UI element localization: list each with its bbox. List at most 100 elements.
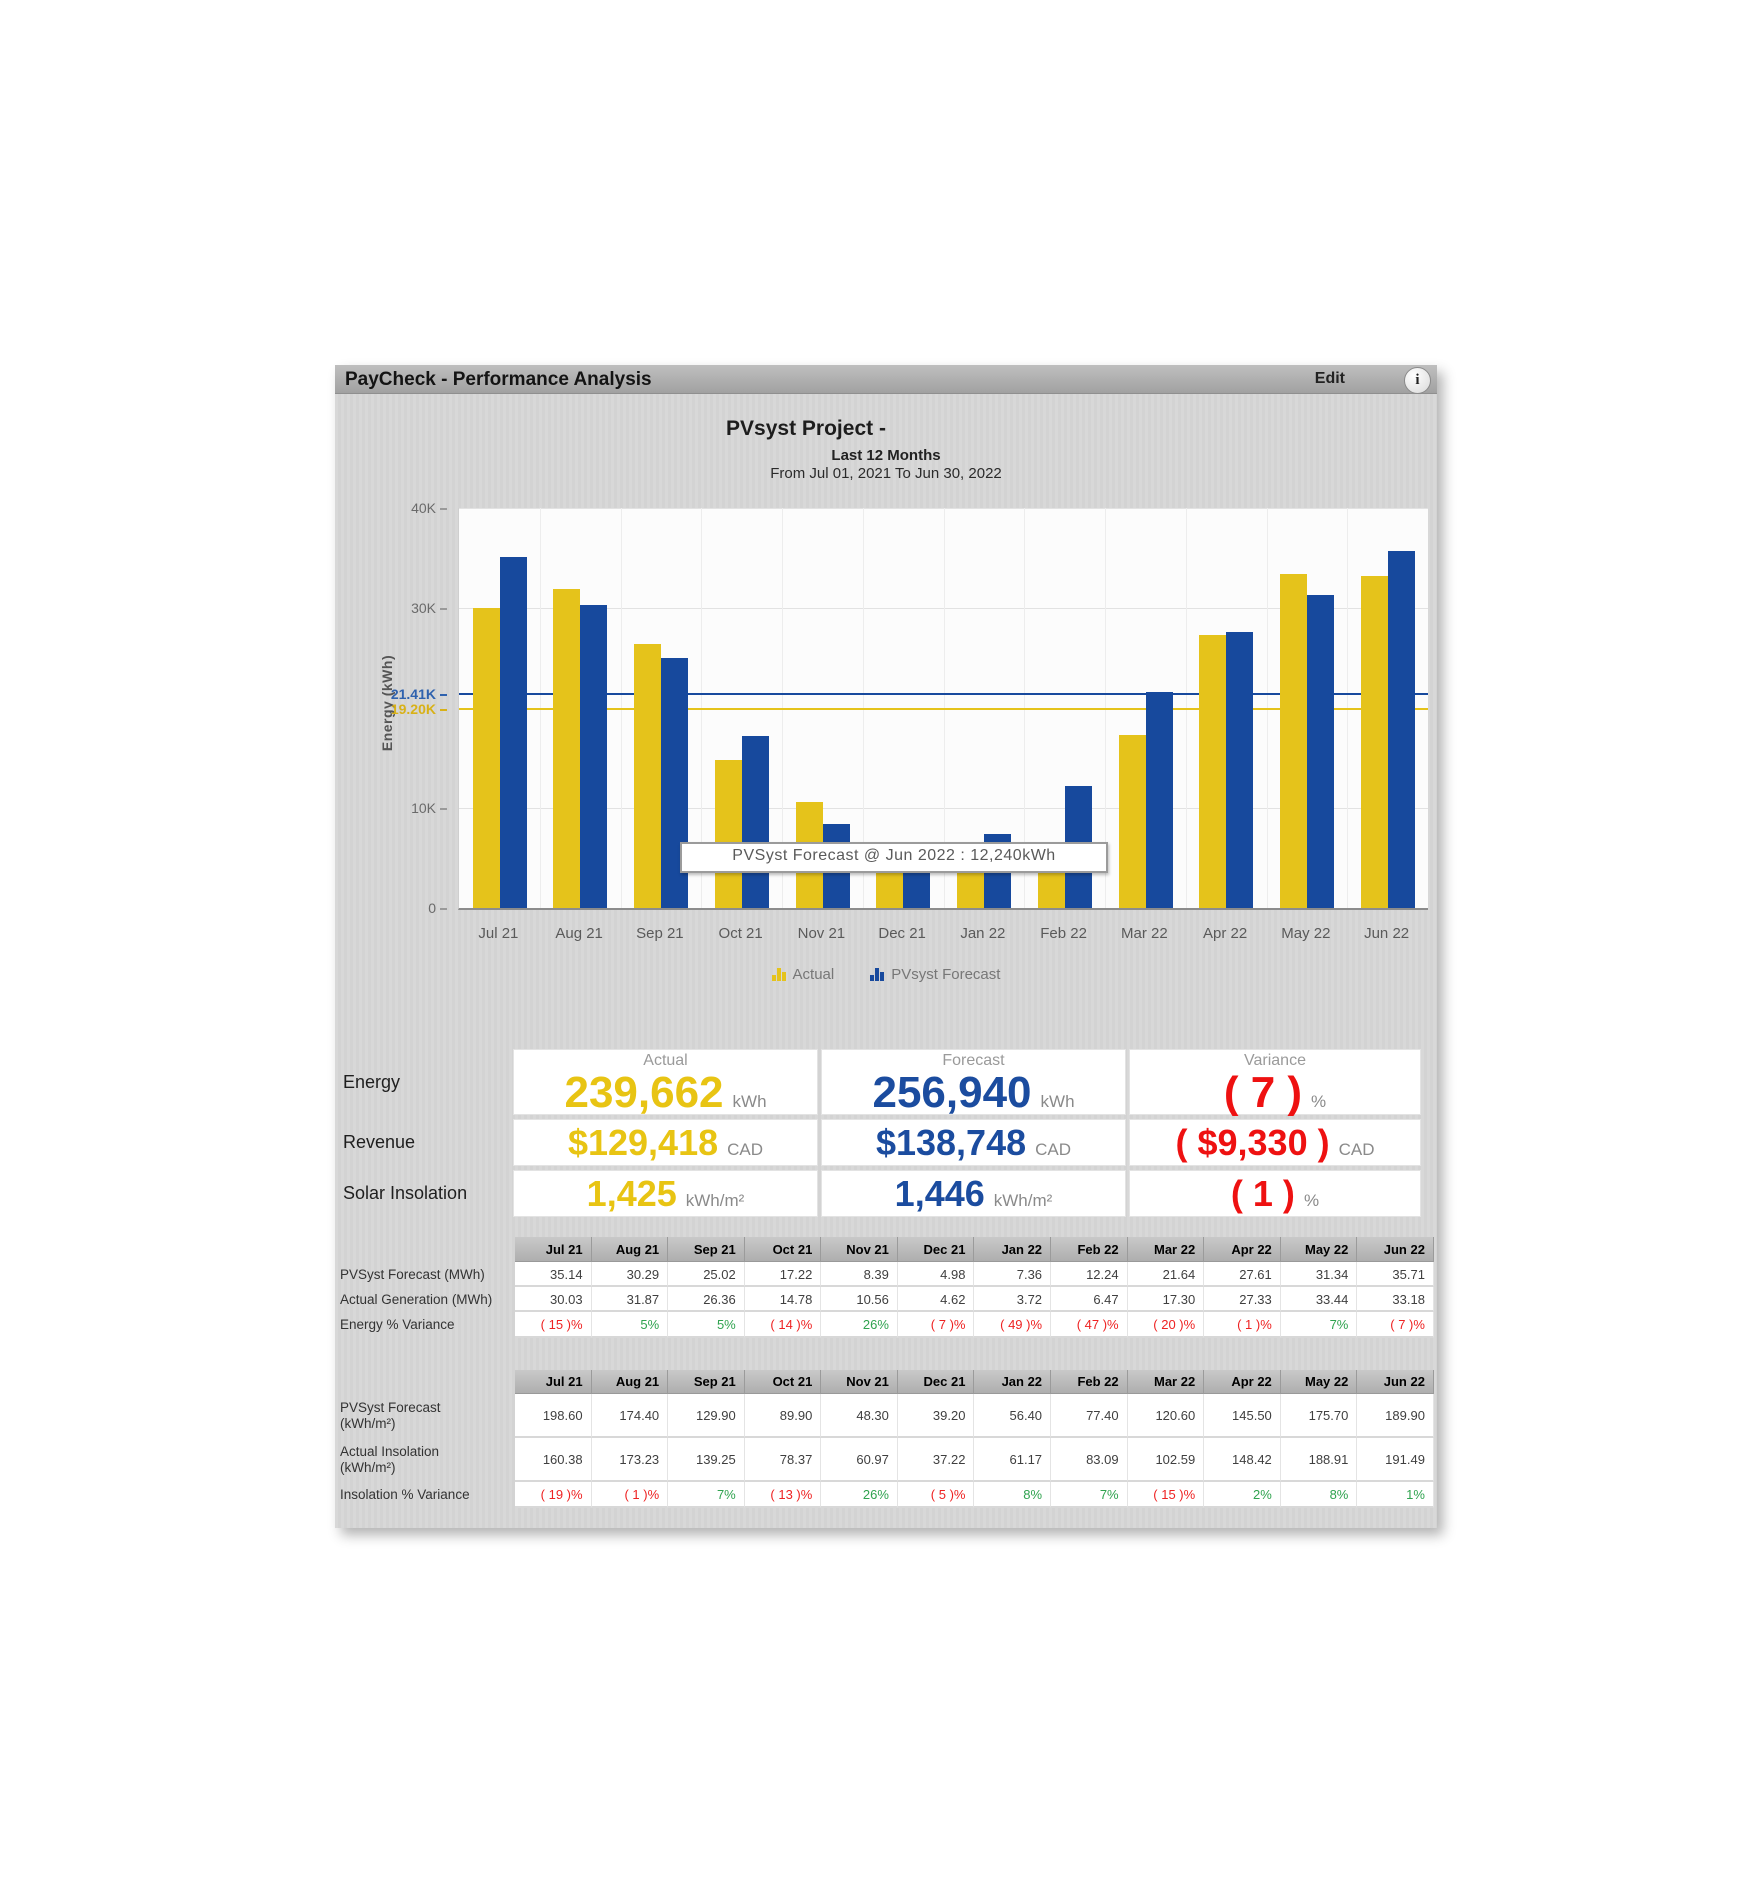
month-header-cell: Feb 22: [1051, 1237, 1128, 1262]
energy-actual-value: 239,662: [564, 1067, 724, 1117]
table-cell: 17.22: [744, 1262, 822, 1287]
bar-actual-mar-22[interactable]: [1118, 735, 1146, 908]
insolation-month-table: Jul 21 Aug 21 Sep 21 Oct 21 Nov 21 Dec 21 Jan …: [340, 1370, 1434, 1508]
table-cell: 48.30: [821, 1394, 898, 1438]
bar-forecast-may-22[interactable]: [1307, 594, 1334, 908]
table-row-label-line: PVSyst Forecast: [340, 1400, 441, 1415]
table-cell: 198.60: [515, 1394, 592, 1438]
table-cell: 8%: [1280, 1482, 1358, 1508]
summary-insolation-actual-cell: 1,425 kWh/m²: [513, 1170, 818, 1217]
table-cell: 26.36: [668, 1287, 745, 1312]
table-row-label-line: Insolation % Variance: [340, 1487, 470, 1502]
table-cell: 27.33: [1204, 1287, 1281, 1312]
widget-titlebar: PayCheck - Performance Analysis Edit i: [335, 365, 1437, 394]
bar-actual-jun-22[interactable]: [1360, 576, 1388, 908]
table-cell: 7%: [1280, 1312, 1358, 1338]
insolation-actual-value: 1,425: [586, 1172, 677, 1214]
table-cell: 10.56: [821, 1287, 898, 1312]
table-row-label: Energy % Variance: [340, 1312, 515, 1338]
summary-energy-forecast-cell: Forecast 256,940 kWh: [821, 1049, 1126, 1115]
bar-forecast-oct-21[interactable]: [741, 735, 769, 908]
info-icon[interactable]: i: [1404, 367, 1431, 394]
month-header-cell: Jun 22: [1357, 1370, 1434, 1394]
summary-row-label-energy: Energy: [343, 1071, 401, 1092]
table-cell: 33.18: [1357, 1287, 1434, 1312]
x-axis-label: Jun 22: [1364, 925, 1410, 942]
table-cell: 102.59: [1127, 1438, 1205, 1482]
bar-actual-jul-21[interactable]: [472, 607, 500, 908]
bar-actual-jan-22[interactable]: [957, 870, 984, 908]
month-header-row: Jul 21 Aug 21 Sep 21 Oct 21 Nov 21 Dec 21 Jan …: [340, 1370, 1434, 1394]
y-tick-label: 40K: [335, 499, 447, 517]
month-header-cell: Apr 22: [1204, 1237, 1281, 1262]
x-axis-label: May 22: [1281, 925, 1331, 942]
table-row-label-line: (kWh/m²): [340, 1460, 396, 1475]
legend-label: Actual: [792, 966, 835, 983]
summary-table: Actual 239,662 kWh Forecast 256,940 kWh Va…: [513, 1049, 1421, 1217]
revenue-actual-value: $129,418: [567, 1121, 719, 1163]
month-header-cell: Jul 21: [515, 1370, 592, 1394]
ref-line-forecast-average: [459, 692, 1428, 695]
table-cell: 173.23: [591, 1438, 669, 1482]
table-cell: 188.91: [1280, 1438, 1358, 1482]
month-header-cell: Nov 21: [821, 1237, 898, 1262]
bar-forecast-aug-21[interactable]: [580, 605, 608, 908]
table-cell: 35.14: [515, 1262, 592, 1287]
energy-forecast-value: 256,940: [872, 1067, 1032, 1117]
table-cell: 30.03: [515, 1287, 592, 1312]
table-row-label-line: (kWh/m²): [340, 1416, 396, 1431]
bar-forecast-apr-22[interactable]: [1226, 631, 1254, 908]
legend-item-forecast[interactable]: PVsyst Forecast: [870, 966, 1000, 983]
table-row-label: Actual Generation (MWh): [340, 1287, 515, 1312]
insolation-actual-unit: kWh/m²: [685, 1190, 745, 1210]
summary-col-header-forecast: Forecast: [942, 1051, 1005, 1069]
bar-actual-oct-21[interactable]: [714, 760, 742, 908]
table-cell: 25.02: [668, 1262, 745, 1287]
table-cell: 6.47: [1051, 1287, 1128, 1312]
edit-button[interactable]: Edit: [1314, 370, 1345, 387]
table-cell: 26%: [821, 1482, 898, 1508]
table-cell: 21.64: [1127, 1262, 1205, 1287]
table-cell: 77.40: [1051, 1394, 1128, 1438]
bar-actual-apr-22[interactable]: [1199, 634, 1227, 908]
table-cell: 56.40: [974, 1394, 1052, 1438]
x-axis-label: Aug 21: [555, 925, 603, 942]
bar-forecast-jul-21[interactable]: [499, 556, 527, 908]
table-cell: 5%: [668, 1312, 745, 1338]
month-header-cell: Apr 22: [1204, 1370, 1281, 1394]
legend-item-actual[interactable]: Actual: [771, 966, 835, 983]
table-cell: 120.60: [1127, 1394, 1205, 1438]
table-cell: 26%: [821, 1312, 898, 1338]
month-header-cell: Mar 22: [1127, 1237, 1205, 1262]
month-header-cell: Jun 22: [1357, 1237, 1434, 1262]
bar-forecast-mar-22[interactable]: [1145, 691, 1173, 908]
month-header-cell: Oct 21: [744, 1237, 822, 1262]
table-cell: 33.44: [1280, 1287, 1358, 1312]
bar-actual-sep-21[interactable]: [634, 644, 661, 908]
month-header-cell: Feb 22: [1051, 1370, 1128, 1394]
table-row-label: PVSyst Forecast (MWh): [340, 1262, 515, 1287]
x-axis-label: Nov 21: [797, 925, 846, 942]
bar-actual-aug-21[interactable]: [553, 589, 581, 908]
summary-energy-actual-cell: Actual 239,662 kWh: [513, 1049, 818, 1115]
month-header-cell: Jan 22: [974, 1370, 1052, 1394]
bar-forecast-jun-22[interactable]: [1387, 550, 1415, 908]
y-tick-label: 30K: [335, 599, 447, 617]
summary-col-header-variance: Variance: [1244, 1051, 1306, 1069]
y-tick-mark: [440, 908, 447, 911]
revenue-variance-unit: CAD: [1338, 1139, 1375, 1159]
legend-label: PVsyst Forecast: [891, 966, 1001, 983]
table-cell: ( 13 )%: [744, 1482, 822, 1508]
summary-row-label-solar-insolation: Solar Insolation: [343, 1183, 468, 1203]
x-axis-label: Oct 21: [718, 925, 763, 942]
y-tick-mark: [440, 508, 447, 511]
energy-variance-value: ( 7 ): [1223, 1067, 1303, 1117]
x-axis-label: Feb 22: [1040, 925, 1087, 942]
table-cell: 139.25: [668, 1438, 745, 1482]
table-cell: 35.71: [1357, 1262, 1434, 1287]
bar-actual-may-22[interactable]: [1280, 573, 1307, 908]
table-cell: 37.22: [897, 1438, 975, 1482]
summary-revenue-actual-cell: $129,418 CAD: [513, 1119, 818, 1166]
table-cell: 2%: [1204, 1482, 1281, 1508]
table-cell: ( 47 )%: [1051, 1312, 1128, 1338]
